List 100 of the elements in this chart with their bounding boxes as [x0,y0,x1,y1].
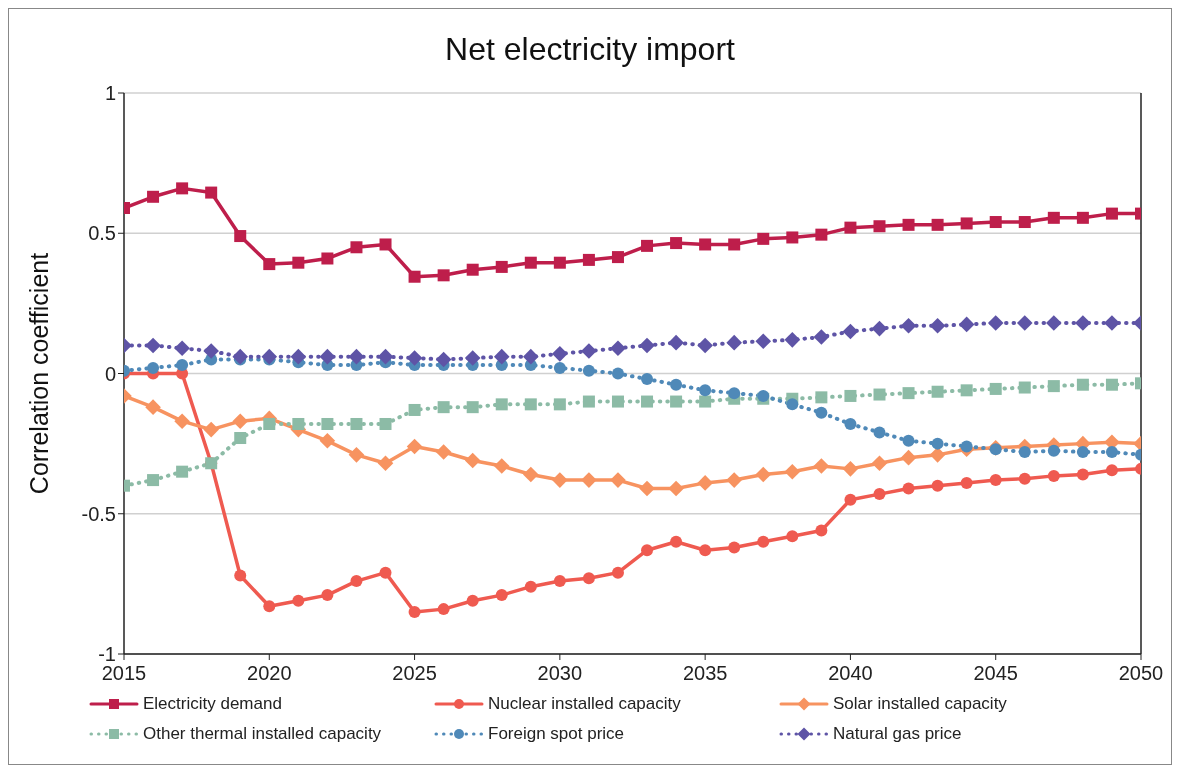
point [261,348,278,365]
point [495,589,508,602]
point [902,482,915,495]
point [495,398,508,411]
y-tick-label: -0.5 [81,502,116,525]
legend-label: Electricity demand [143,694,282,714]
point [697,337,713,354]
point [466,401,479,414]
x-tick-label: 2050 [1118,662,1164,685]
point [464,350,481,366]
point [670,378,683,391]
point [553,398,566,411]
point [844,493,857,506]
point [611,251,624,264]
point [321,252,334,265]
point [523,466,539,483]
point [348,348,365,365]
point [552,346,568,362]
point [902,387,915,400]
point [611,395,624,408]
chart-title: Net electricity import [444,31,736,68]
point [1018,446,1031,459]
point [292,256,305,269]
point [842,461,859,477]
point [524,256,537,269]
point [960,476,973,489]
point [757,232,770,245]
point [466,594,479,607]
x-tick-label: 2020 [247,662,292,685]
point [435,351,452,368]
point [815,228,828,241]
point [989,216,1002,229]
point [900,449,917,466]
point [1076,468,1089,481]
point [263,258,276,271]
point [873,488,886,501]
point [524,398,537,411]
point [1104,315,1120,331]
point [786,231,799,244]
point [728,387,741,400]
point [379,238,392,251]
legend-label: Natural gas price [833,724,962,744]
point [873,388,886,401]
point [697,475,713,491]
point [784,332,801,348]
y-tick-label: 0.5 [88,222,116,245]
point [377,455,394,472]
point [553,256,566,269]
point [1047,444,1060,457]
point [960,384,973,397]
point [1018,216,1031,229]
point [582,253,595,266]
point [174,413,190,429]
point [931,385,944,398]
legend-label: Solar installed capacity [833,694,1007,714]
point [611,566,624,579]
point [958,316,975,333]
point [552,472,568,488]
point [292,594,305,607]
point [319,433,336,449]
point [844,417,857,430]
point [1018,381,1031,394]
point [145,337,161,354]
point [755,466,772,483]
point [728,238,741,251]
point [524,580,537,593]
point [786,398,799,411]
point [871,320,888,337]
point [639,480,655,497]
point [292,417,305,430]
point [408,403,421,416]
point [581,343,597,359]
point [1105,446,1118,459]
point [234,432,247,445]
point [960,440,973,453]
point [205,186,218,199]
point [989,474,1002,487]
point [929,447,946,463]
x-tick-label: 2030 [537,662,583,685]
point [263,417,276,430]
point [987,315,1004,331]
point [523,348,539,365]
point [813,329,830,345]
point [726,472,742,488]
point [639,337,655,354]
point [931,218,944,231]
point [699,238,712,251]
point [493,348,510,365]
point [784,463,801,480]
point [641,544,654,557]
point [263,600,276,613]
point [582,364,595,377]
point [145,399,161,415]
point [553,575,566,588]
point [1016,315,1033,331]
x-tick-label: 2040 [828,662,873,685]
point [319,348,336,365]
point [321,589,334,602]
point [844,389,857,402]
point [611,367,624,380]
